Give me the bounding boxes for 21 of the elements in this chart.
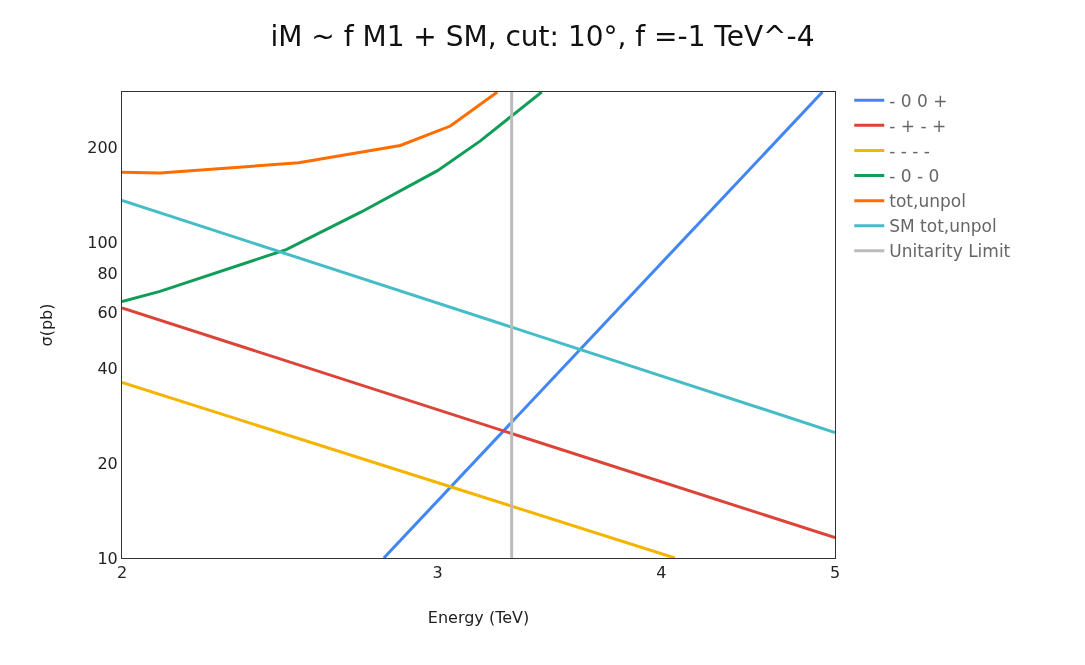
legend-label: - 0 - 0 — [889, 166, 940, 187]
x-tick-label: 2 — [116, 563, 128, 583]
legend-label: - + - + — [889, 115, 947, 136]
y-tick-label: 40 — [97, 358, 118, 378]
legend-label: - - - - — [889, 141, 931, 162]
y-tick-label: 10 — [97, 548, 118, 568]
legend-label: tot,unpol — [889, 191, 966, 212]
legend-label: Unitarity Limit — [889, 241, 1011, 262]
chart-title: iM ~ f M1 + SM, cut: 10°, f =-1 TeV^-4 — [270, 20, 815, 54]
y-tick-label: 200 — [87, 138, 118, 158]
x-tick-label: 4 — [656, 563, 667, 583]
y-tick-label: 20 — [97, 453, 118, 473]
legend-label: SM tot,unpol — [889, 216, 997, 237]
y-tick-label: 60 — [97, 303, 118, 323]
x-tick-label: 3 — [432, 563, 443, 583]
y-tick-label: 100 — [87, 233, 118, 253]
x-axis-title: Energy (TeV) — [427, 607, 530, 627]
y-axis-title: σ(pb) — [37, 303, 57, 347]
y-tick-label: 80 — [97, 263, 118, 283]
legend-label: - 0 0 + — [889, 90, 948, 111]
x-tick-label: 5 — [829, 563, 841, 583]
